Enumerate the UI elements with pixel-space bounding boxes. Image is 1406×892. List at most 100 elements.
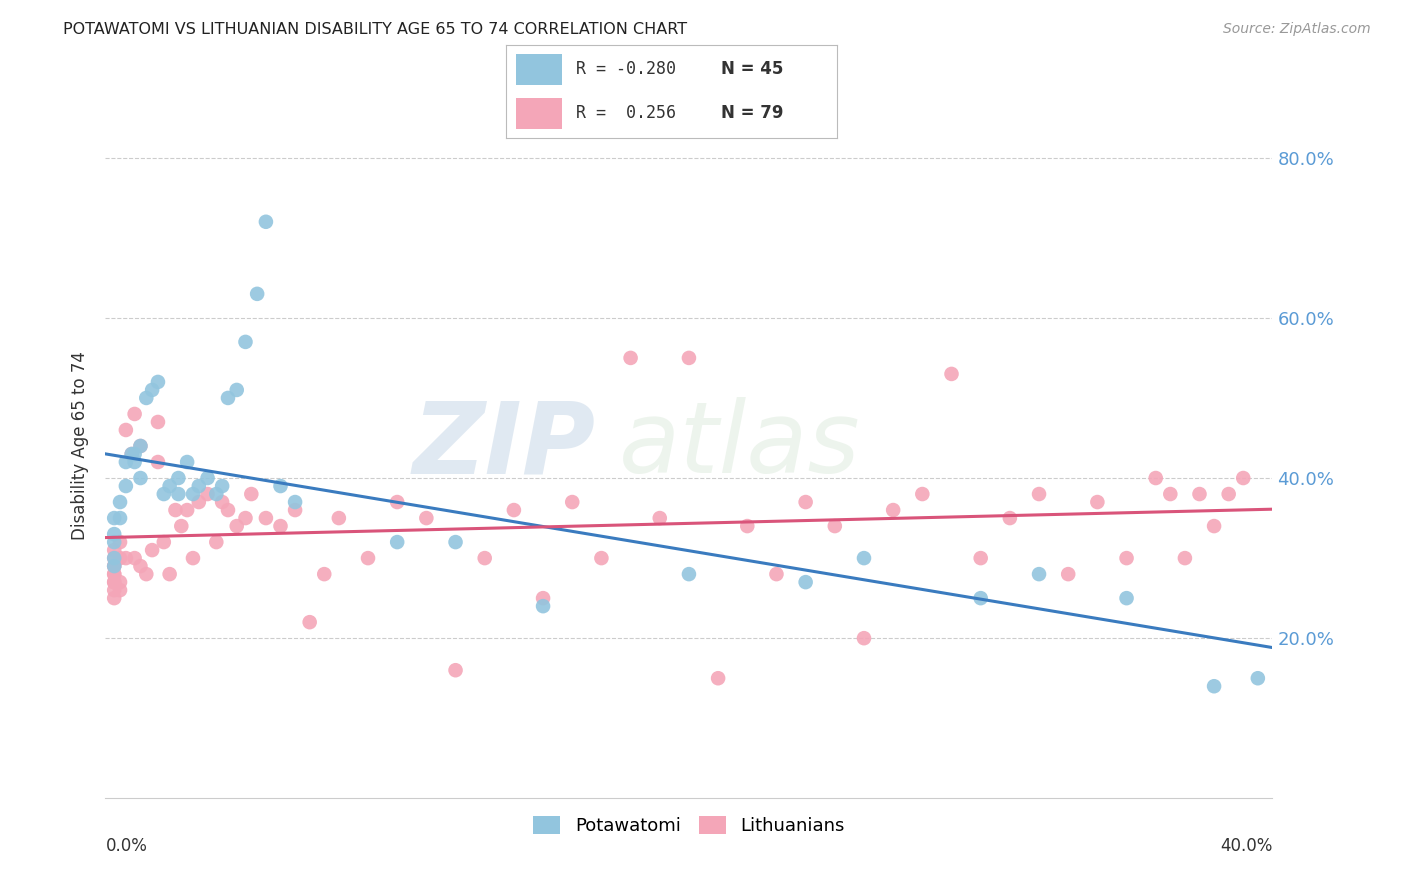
Text: Source: ZipAtlas.com: Source: ZipAtlas.com (1223, 22, 1371, 37)
Point (115, 423, 138, 437)
Point (678, 351, 700, 365)
Point (385, 495, 409, 509)
Point (824, 519, 846, 533)
Point (108, 535, 131, 549)
Text: atlas: atlas (619, 398, 860, 494)
Point (170, 519, 193, 533)
Text: R = -0.280: R = -0.280 (575, 61, 675, 78)
Point (284, 503, 307, 517)
Point (1174, 551, 1197, 566)
Point (115, 551, 138, 566)
Point (159, 567, 181, 582)
Point (197, 487, 219, 501)
Point (141, 383, 163, 397)
Point (1188, 487, 1211, 501)
Point (415, 511, 437, 525)
Point (357, 551, 380, 566)
Point (1232, 471, 1254, 485)
Point (474, 551, 496, 566)
Point (115, 455, 138, 469)
Text: R =  0.256: R = 0.256 (575, 104, 675, 122)
Point (103, 567, 125, 582)
Point (167, 471, 190, 485)
Point (124, 447, 146, 461)
Point (108, 511, 131, 525)
Point (146, 455, 169, 469)
Point (167, 487, 190, 501)
Point (765, 567, 787, 582)
Point (503, 503, 526, 517)
Point (235, 511, 257, 525)
Point (108, 551, 131, 566)
Text: N = 79: N = 79 (721, 104, 783, 122)
Point (269, 519, 292, 533)
Point (269, 479, 292, 493)
Point (124, 407, 146, 421)
Point (197, 471, 219, 485)
Point (531, 599, 554, 614)
Point (129, 471, 152, 485)
Point (225, 383, 247, 397)
Point (103, 583, 125, 598)
Point (385, 535, 409, 549)
Point (103, 567, 125, 582)
Point (211, 479, 233, 493)
Point (941, 367, 963, 381)
Point (129, 439, 152, 453)
Point (103, 591, 125, 606)
Point (852, 631, 875, 645)
Point (1057, 567, 1080, 582)
Point (124, 551, 146, 566)
Point (103, 559, 125, 574)
Y-axis label: Disability Age 65 to 74: Disability Age 65 to 74 (72, 351, 90, 541)
Point (1144, 471, 1167, 485)
Point (678, 567, 700, 582)
Point (444, 663, 467, 677)
Point (211, 495, 233, 509)
Point (103, 551, 125, 566)
Point (737, 519, 759, 533)
Point (648, 511, 671, 525)
Point (146, 415, 169, 429)
Point (103, 527, 125, 541)
Point (1202, 519, 1225, 533)
Point (135, 391, 157, 405)
Point (165, 503, 187, 517)
Point (121, 447, 143, 461)
Point (970, 591, 993, 606)
Point (314, 567, 336, 582)
Point (205, 535, 228, 549)
Point (103, 551, 125, 566)
Point (129, 559, 152, 574)
FancyBboxPatch shape (516, 54, 562, 85)
Point (176, 503, 198, 517)
Point (103, 511, 125, 525)
Point (246, 286, 269, 301)
Point (1159, 487, 1181, 501)
Text: N = 45: N = 45 (721, 61, 783, 78)
Point (240, 487, 263, 501)
Point (181, 487, 204, 501)
Legend: Potawatomi, Lithuanians: Potawatomi, Lithuanians (526, 808, 852, 842)
Point (531, 591, 554, 606)
Point (146, 375, 169, 389)
Point (108, 583, 131, 598)
Text: ZIP: ZIP (412, 398, 596, 494)
Point (561, 495, 583, 509)
Point (298, 615, 321, 630)
Point (254, 511, 277, 525)
Point (591, 551, 613, 566)
Point (115, 479, 138, 493)
Point (103, 575, 125, 590)
Point (217, 391, 239, 405)
Point (176, 455, 198, 469)
Point (970, 551, 993, 566)
Point (1087, 495, 1109, 509)
Point (254, 215, 277, 229)
Point (121, 447, 143, 461)
Text: POTAWATOMI VS LITHUANIAN DISABILITY AGE 65 TO 74 CORRELATION CHART: POTAWATOMI VS LITHUANIAN DISABILITY AGE … (63, 22, 688, 37)
Point (225, 519, 247, 533)
Point (235, 334, 257, 349)
Point (284, 495, 307, 509)
Point (852, 551, 875, 566)
